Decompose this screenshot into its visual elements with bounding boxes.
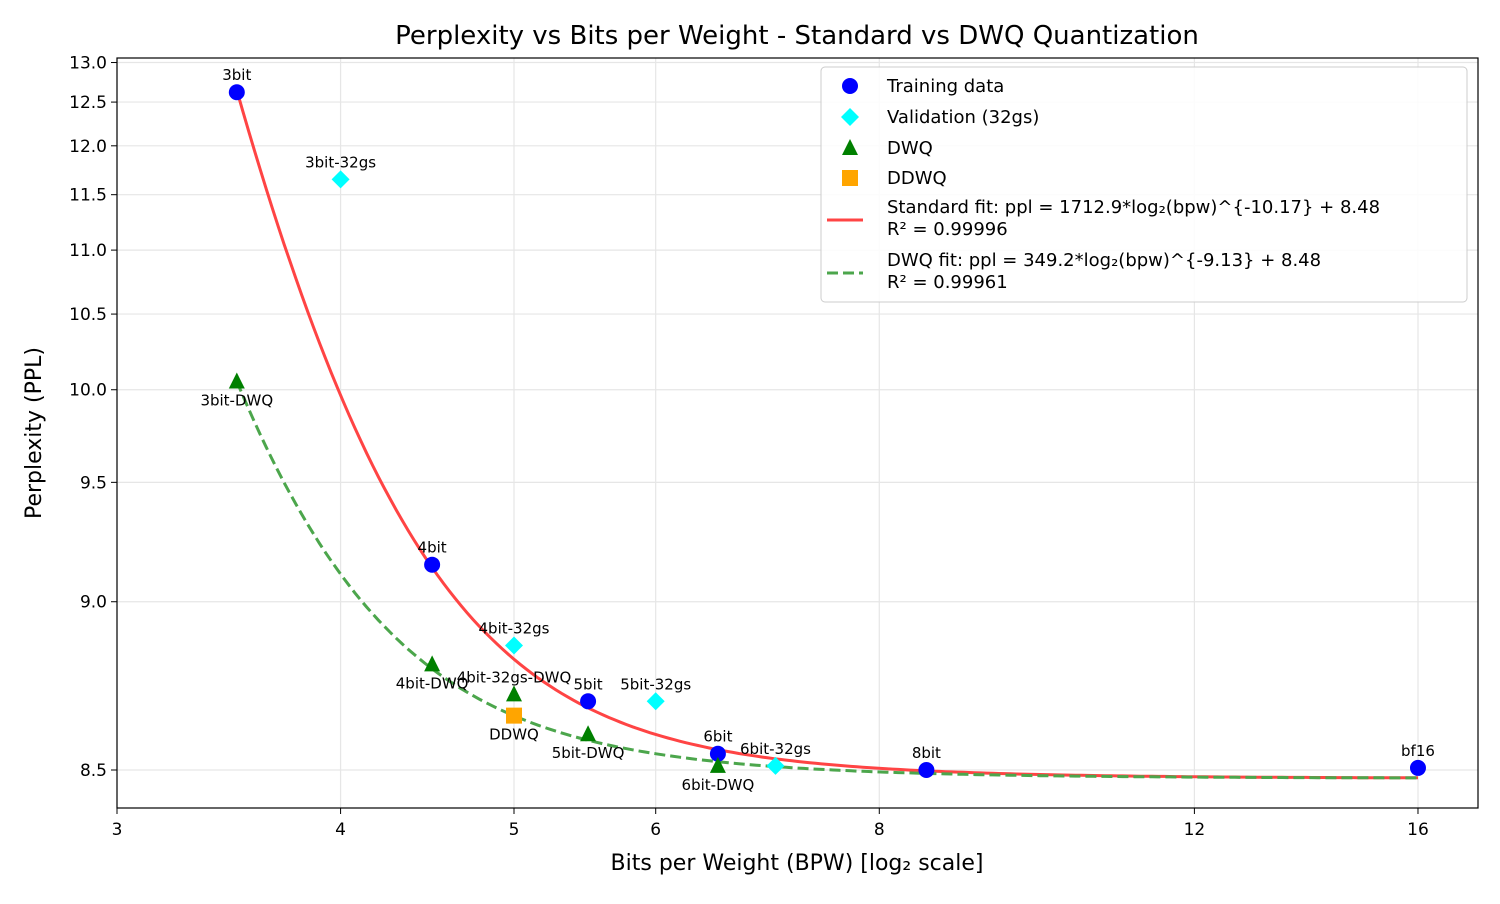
y-tick-label: 12.0 xyxy=(69,137,107,157)
legend-label: DDWQ xyxy=(887,168,947,189)
point-label: DDWQ xyxy=(489,726,539,744)
y-tick-label: 9.5 xyxy=(80,473,107,493)
data-point-circle xyxy=(918,762,935,778)
point-label: 4bit xyxy=(418,539,447,557)
data-point-triangle xyxy=(506,685,523,702)
plot-frame xyxy=(116,57,1479,809)
data-point-diamond xyxy=(331,170,350,189)
data-point-circle xyxy=(1409,759,1426,776)
legend-r2-label: R² = 0.99961 xyxy=(887,272,1008,293)
point-label: 5bit-32gs xyxy=(620,675,691,693)
legend-label: Standard fit: ppl = 1712.9*log₂(bpw)^{-1… xyxy=(887,197,1380,218)
x-axis-ticks: 3 4 5 6 8 12 16 xyxy=(112,808,1429,840)
point-label: bf16 xyxy=(1401,742,1435,760)
x-axis-label: Bits per Weight (BPW) [log₂ scale] xyxy=(611,851,984,876)
point-label: 6bit-32gs xyxy=(740,740,811,758)
legend-label: DWQ xyxy=(887,138,933,159)
data-points xyxy=(228,84,1426,778)
data-point-triangle xyxy=(709,756,726,773)
point-label: 5bit xyxy=(574,675,603,693)
dwq-fit-curve xyxy=(235,380,1418,780)
point-label: 4bit-32gs-DWQ xyxy=(457,668,572,686)
legend-marker-diamond xyxy=(841,108,859,126)
x-tick-label: 4 xyxy=(335,820,346,840)
point-label: 3bit-32gs xyxy=(305,153,376,171)
y-tick-label: 11.0 xyxy=(69,241,107,261)
data-point-triangle xyxy=(424,655,441,672)
data-point-circle xyxy=(709,745,726,762)
data-point-diamond xyxy=(646,692,665,711)
y-tick-label: 12.5 xyxy=(69,93,107,113)
legend: Training data Validation (32gs) DWQ DDWQ Sta… xyxy=(820,66,1468,303)
data-point-square xyxy=(506,707,523,724)
data-point-diamond xyxy=(766,756,785,775)
y-tick-label: 11.5 xyxy=(69,186,107,206)
legend-marker-triangle xyxy=(842,139,858,155)
data-point-circle xyxy=(580,693,597,710)
point-label: 6bit-DWQ xyxy=(682,776,755,794)
point-label: 3bit-DWQ xyxy=(200,392,273,410)
legend-marker-circle xyxy=(842,78,858,94)
y-axis-label: Perplexity (PPL) xyxy=(22,347,47,519)
data-point-diamond xyxy=(505,636,524,655)
y-tick-label: 10.0 xyxy=(69,381,107,401)
point-label: 3bit xyxy=(222,66,251,84)
point-label: 6bit xyxy=(703,728,732,746)
legend-frame xyxy=(820,66,1468,303)
chart-title: Perplexity vs Bits per Weight - Standard… xyxy=(395,21,1199,51)
legend-label: Training data xyxy=(886,76,1004,97)
legend-label: DWQ fit: ppl = 349.2*log₂(bpw)^{-9.13} +… xyxy=(887,250,1321,271)
x-tick-label: 8 xyxy=(874,820,885,840)
x-tick-label: 16 xyxy=(1407,820,1429,840)
y-axis-ticks: 8.5 9.0 9.5 10.0 10.5 11.0 11.5 12.0 12.5 13.0 xyxy=(69,54,117,781)
legend-r2-label: R² = 0.99996 xyxy=(887,219,1008,240)
y-tick-label: 13.0 xyxy=(69,54,107,74)
y-tick-label: 10.5 xyxy=(69,305,107,325)
data-point-circle xyxy=(228,84,245,101)
point-label: 8bit xyxy=(912,744,941,762)
x-tick-label: 5 xyxy=(509,820,520,840)
y-tick-label: 9.0 xyxy=(80,593,107,613)
point-labels: 3bit 4bit 5bit 6bit 8bit bf16 3bit-32gs 4bit-32… xyxy=(200,66,1434,794)
data-point-triangle xyxy=(228,372,245,389)
data-point-triangle xyxy=(580,725,597,742)
y-tick-label: 8.5 xyxy=(80,761,107,781)
data-point-circle xyxy=(424,556,441,573)
legend-label: Validation (32gs) xyxy=(887,107,1039,128)
x-tick-label: 3 xyxy=(112,820,123,840)
point-label: 5bit-DWQ xyxy=(552,744,625,762)
x-tick-label: 12 xyxy=(1184,820,1206,840)
point-label: 4bit-32gs xyxy=(479,619,550,637)
x-tick-label: 6 xyxy=(650,820,661,840)
point-label: 4bit-DWQ xyxy=(396,674,469,692)
legend-marker-square xyxy=(842,170,858,186)
